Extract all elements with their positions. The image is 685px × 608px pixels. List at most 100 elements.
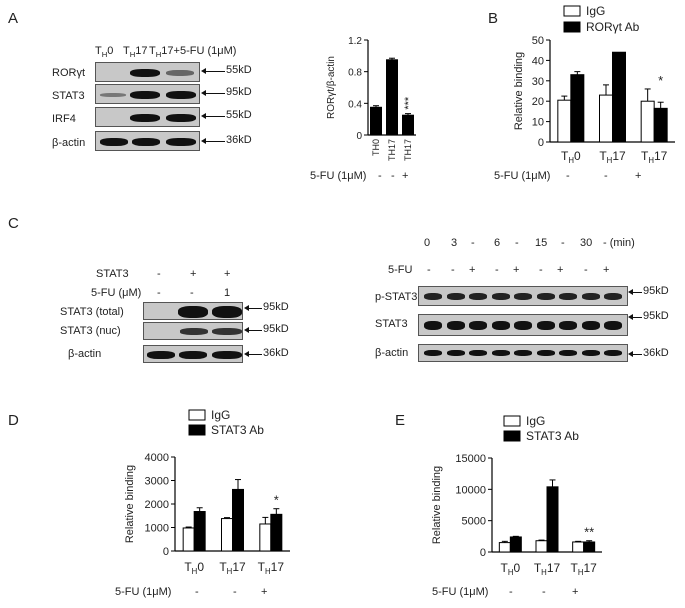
blot-band (166, 114, 196, 122)
lane-label-th0: TH0 (95, 45, 114, 60)
size-label: 95kD (226, 86, 252, 98)
blot-band (514, 292, 532, 300)
y-tick-label: 15000 (455, 453, 486, 465)
size-arrow (244, 351, 262, 357)
fu-sign: + (557, 264, 564, 276)
category-label: TH17 (387, 139, 397, 161)
y-tick-label: 1000 (145, 523, 169, 535)
panel-b-binding-bar-chart: 0 10 20 30 40 50 Relative binding TH0 TH17 TH17 * I… (513, 4, 675, 165)
blot-band (166, 138, 196, 146)
category-label: TH17 (403, 139, 413, 161)
row-label-5fu: 5-FU (388, 264, 413, 276)
blot-strip-actin (95, 131, 200, 151)
size-label: 36kD (263, 347, 289, 359)
treatment-sign: - (233, 586, 237, 598)
size-arrow (628, 289, 642, 295)
row-label-5fu: 5-FU (μM) (91, 287, 142, 299)
time-value: 0 (424, 237, 431, 249)
blot-band (581, 350, 600, 356)
blot-band (180, 328, 208, 335)
blot-band (446, 350, 465, 356)
treatment-sign: - (195, 586, 199, 598)
y-tick-label: 30 (532, 76, 544, 88)
category-label: TH0 (184, 560, 204, 576)
time-value: - (471, 237, 475, 249)
blot-band (491, 292, 510, 300)
fu-sign: + (603, 264, 610, 276)
blot-label-actin: β-actin (375, 347, 409, 359)
bar (386, 59, 398, 136)
blot-band (536, 292, 555, 300)
row-value: - (157, 287, 161, 299)
panel-label-c: C (8, 215, 19, 232)
treatment-label-d: 5-FU (1μM) (115, 586, 172, 598)
size-label: 55kD (226, 64, 252, 76)
blot-strip-rorgt (95, 62, 200, 82)
blot-strip-actin (143, 345, 243, 363)
bar (570, 74, 585, 143)
blot-band (469, 320, 487, 330)
blot-band (130, 91, 160, 99)
y-tick-label: 2000 (145, 499, 169, 511)
legend-swatch (503, 430, 521, 442)
treatment-sign: - (604, 170, 608, 182)
blot-label-irf4: IRF4 (52, 113, 76, 125)
legend-label: RORγt Ab (586, 20, 640, 34)
blot-label-rorgt: RORγt (52, 67, 85, 79)
blot-band (130, 114, 160, 122)
y-tick-label: 40 (532, 55, 544, 67)
time-value: 15 (535, 237, 548, 249)
blot-band (132, 138, 160, 146)
treatment-label-e: 5-FU (1μM) (432, 586, 489, 598)
y-tick-label: 5000 (462, 516, 486, 528)
size-label: 95kD (263, 323, 289, 335)
blot-band (536, 320, 555, 330)
fu-sign: - (451, 264, 455, 276)
blot-band (559, 292, 577, 300)
blot-band (212, 351, 242, 359)
legend-swatch (188, 409, 206, 421)
panel-label-d: D (8, 412, 19, 429)
y-tick-label: 0.4 (348, 99, 362, 110)
y-axis-label: RORγt/β-actin (326, 56, 337, 119)
blot-band (491, 320, 510, 330)
size-arrow (244, 305, 262, 311)
bar (259, 523, 272, 552)
category-label: TH17 (570, 561, 597, 577)
bar (653, 107, 668, 143)
size-arrow (201, 90, 225, 96)
treatment-sign: + (635, 170, 642, 182)
bar (535, 540, 548, 553)
time-value: 3 (451, 237, 458, 249)
y-tick-label: 20 (532, 96, 544, 108)
blot-label-stat3-nuc: STAT3 (nuc) (60, 325, 121, 337)
treatment-label-b: 5-FU (1μM) (494, 170, 551, 182)
treatment-sign: + (572, 586, 579, 598)
size-label: 95kD (643, 310, 669, 322)
size-arrow (244, 327, 262, 333)
significance-annotation: *** (403, 96, 415, 110)
blot-band (491, 350, 510, 356)
blot-band (559, 320, 577, 330)
blot-band (166, 70, 194, 76)
y-tick-label: 10 (532, 117, 544, 129)
significance-annotation: ** (584, 525, 594, 540)
category-label: TH17 (641, 149, 668, 165)
blot-label-actin: β-actin (52, 137, 86, 149)
bar (270, 513, 283, 552)
treatment-sign: - (378, 170, 382, 182)
bar (193, 511, 206, 552)
time-value: - (min) (603, 237, 635, 249)
row-value: - (157, 268, 161, 280)
blot-label-stat3: STAT3 (52, 90, 85, 102)
size-arrow (201, 113, 225, 119)
bar (612, 51, 626, 143)
y-axis-label: Relative binding (513, 52, 525, 130)
size-label: 36kD (643, 347, 669, 359)
category-label: TH0 (371, 139, 381, 156)
legend-swatch (563, 21, 581, 33)
y-tick-label: 1.2 (348, 36, 362, 47)
row-value: - (190, 287, 194, 299)
blot-band (581, 320, 600, 330)
treatment-sign: - (542, 586, 546, 598)
